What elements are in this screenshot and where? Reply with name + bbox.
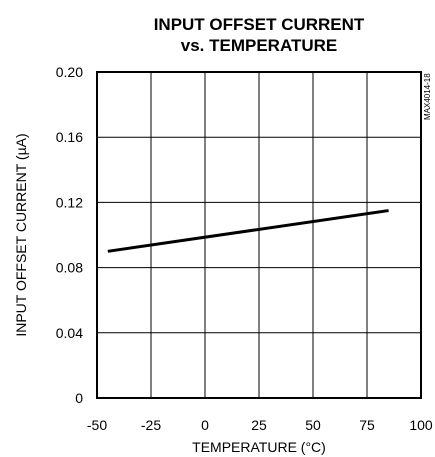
y-tick-label: 0.04 bbox=[56, 325, 83, 341]
x-axis-label: TEMPERATURE (°C) bbox=[192, 439, 326, 455]
x-tick-label: 100 bbox=[409, 417, 433, 433]
y-tick-label: 0 bbox=[75, 390, 83, 406]
y-tick-label: 0.08 bbox=[56, 260, 83, 276]
y-tick-label: 0.20 bbox=[56, 64, 83, 80]
x-tick-label: 25 bbox=[251, 417, 267, 433]
chart-title-line-2: vs. TEMPERATURE bbox=[181, 36, 338, 55]
grid bbox=[97, 72, 421, 398]
x-tick-label: -25 bbox=[141, 417, 161, 433]
plot-frame bbox=[96, 71, 422, 399]
part-number-annotation: MAX4014-18 bbox=[423, 73, 432, 120]
y-tick-label: 0.12 bbox=[56, 194, 83, 210]
x-tick-labels: -50 -25 0 25 50 75 100 bbox=[87, 417, 433, 433]
x-tick-label: 50 bbox=[305, 417, 321, 433]
x-tick-label: -50 bbox=[87, 417, 107, 433]
y-tick-label: 0.16 bbox=[56, 129, 83, 145]
x-tick-label: 75 bbox=[359, 417, 375, 433]
x-tick-label: 0 bbox=[201, 417, 209, 433]
series bbox=[107, 209, 389, 253]
series-line bbox=[107, 209, 389, 253]
y-axis-label: INPUT OFFSET CURRENT (µA) bbox=[13, 133, 29, 336]
chart-title-line-1: INPUT OFFSET CURRENT bbox=[154, 15, 365, 34]
y-tick-labels: 0 0.04 0.08 0.12 0.16 0.20 bbox=[56, 64, 83, 406]
